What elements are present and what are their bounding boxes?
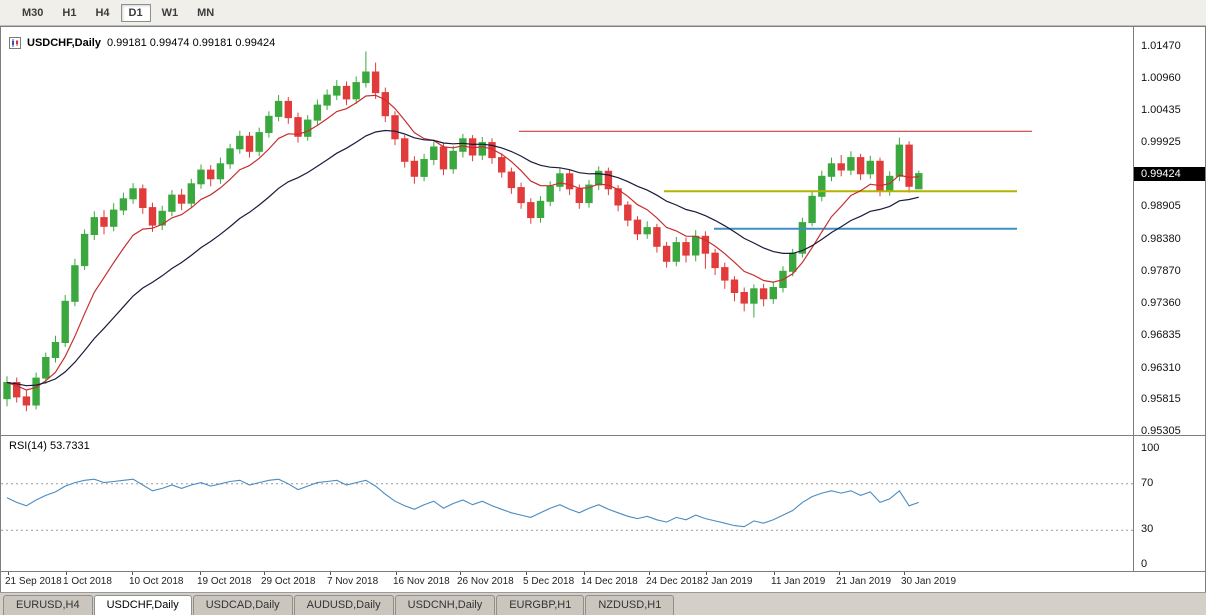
- time-axis[interactable]: 21 Sep 2018 1 Oct 2018 10 Oct 2018 19 Oct 2…: [1, 571, 1205, 592]
- price-axis-label: 0.96835: [1141, 329, 1181, 341]
- chart-tabs: EURUSD,H4 USDCHF,Daily USDCAD,Daily AUDUSD,…: [0, 592, 1206, 615]
- tab-usdcnh-daily[interactable]: USDCNH,Daily: [394, 595, 496, 615]
- axis-separator: [1133, 27, 1134, 571]
- time-tick: [460, 572, 461, 575]
- price-axis-label: 0.95815: [1141, 393, 1181, 405]
- price-axis[interactable]: 1.01470 1.00960 1.00435 0.99925 0.98905 0.983…: [1134, 27, 1205, 437]
- rsi-line: [6, 478, 919, 528]
- date-label: 11 Jan 2019: [771, 576, 826, 587]
- time-tick: [649, 572, 650, 575]
- price-axis-label: 1.01470: [1141, 40, 1181, 52]
- date-label: 21 Sep 2018: [5, 576, 62, 587]
- tab-usdchf-daily[interactable]: USDCHF,Daily: [93, 595, 192, 615]
- price-axis-label: 0.95305: [1141, 425, 1181, 437]
- date-label: 29 Oct 2018: [261, 576, 316, 587]
- date-label: 26 Nov 2018: [457, 576, 514, 587]
- timeframe-button-m30[interactable]: M30: [22, 6, 44, 19]
- tab-eurgbp-h1[interactable]: EURGBP,H1: [496, 595, 585, 615]
- date-label: 24 Dec 2018: [646, 576, 703, 587]
- price-chart[interactable]: [1, 27, 1133, 435]
- date-label: 14 Dec 2018: [581, 576, 638, 587]
- tab-usdcad-daily[interactable]: USDCAD,Daily: [192, 595, 293, 615]
- time-tick: [8, 572, 9, 575]
- date-label: 21 Jan 2019: [836, 576, 892, 587]
- date-label: 7 Nov 2018: [327, 576, 379, 587]
- timeframe-toolbar: M30 H1 H4 D1 W1 MN: [0, 0, 1206, 26]
- rsi-value: 53.7331: [49, 440, 90, 452]
- ma-fast-line: [6, 94, 919, 391]
- price-axis-label: 0.97870: [1141, 265, 1181, 277]
- time-tick: [706, 572, 707, 575]
- timeframe-button-h4[interactable]: H4: [95, 6, 110, 19]
- time-tick: [264, 572, 265, 575]
- date-label: 10 Oct 2018: [129, 576, 184, 587]
- price-axis-label: 1.00960: [1141, 72, 1181, 84]
- date-label: 1 Oct 2018: [63, 576, 112, 587]
- current-price-tag: 0.99424: [1134, 167, 1205, 181]
- date-label: 30 Jan 2019: [901, 576, 957, 587]
- date-label: 16 Nov 2018: [393, 576, 450, 587]
- rsi-axis-label: 0: [1141, 558, 1148, 570]
- ohlc-values: 0.99181 0.99474 0.99181 0.99424: [106, 37, 276, 49]
- time-tick: [132, 572, 133, 575]
- price-axis-label: 0.99925: [1141, 136, 1181, 148]
- time-tick: [904, 572, 905, 575]
- symbol-label: USDCHF,Daily: [27, 37, 101, 49]
- timeframe-button-d1[interactable]: D1: [120, 3, 151, 22]
- time-tick: [774, 572, 775, 575]
- price-axis-label: 0.96310: [1141, 362, 1181, 374]
- rsi-header: RSI(14) 53.7331: [9, 440, 90, 452]
- rsi-axis-label: 30: [1141, 523, 1154, 535]
- rsi-axis-label: 100: [1141, 442, 1160, 454]
- tab-eurusd-h4[interactable]: EURUSD,H4: [3, 595, 93, 615]
- rsi-panel: RSI(14) 53.7331: [1, 435, 1205, 571]
- timeframe-buttons: M30 H1 H4 D1 W1 MN: [14, 3, 225, 22]
- rsi-axis: 100 70 30 0: [1134, 436, 1205, 571]
- time-tick: [526, 572, 527, 575]
- ma-slow-line: [6, 129, 919, 387]
- timeframe-button-h1[interactable]: H1: [62, 6, 77, 19]
- time-tick: [200, 572, 201, 575]
- tab-nzdusd-h1[interactable]: NZDUSD,H1: [585, 595, 675, 615]
- price-axis-label: 1.00435: [1141, 104, 1181, 116]
- time-tick: [839, 572, 840, 575]
- rsi-chart: [1, 478, 1133, 531]
- timeframe-button-w1[interactable]: W1: [161, 6, 179, 19]
- price-axis-label: 0.97360: [1141, 297, 1181, 309]
- chart-window: USDCHF,Daily 0.99181 0.99474 0.99181 0.9…: [0, 26, 1206, 592]
- price-axis-label: 0.98380: [1141, 233, 1181, 245]
- rsi-label: RSI(14): [9, 440, 47, 452]
- time-tick: [396, 572, 397, 575]
- rsi-axis-label: 70: [1141, 477, 1154, 489]
- quote-header: USDCHF,Daily 0.99181 0.99474 0.99181 0.9…: [9, 37, 275, 49]
- time-tick: [66, 572, 67, 575]
- chart-window-icon: [9, 37, 21, 49]
- date-label: 5 Dec 2018: [523, 576, 575, 587]
- candlesticks: [3, 51, 923, 412]
- date-label: 2 Jan 2019: [703, 576, 753, 587]
- timeframe-button-mn[interactable]: MN: [197, 6, 215, 19]
- time-tick: [330, 572, 331, 575]
- tab-audusd-daily[interactable]: AUDUSD,Daily: [293, 595, 394, 615]
- time-tick: [584, 572, 585, 575]
- date-label: 19 Oct 2018: [197, 576, 252, 587]
- price-axis-label: 0.98905: [1141, 200, 1181, 212]
